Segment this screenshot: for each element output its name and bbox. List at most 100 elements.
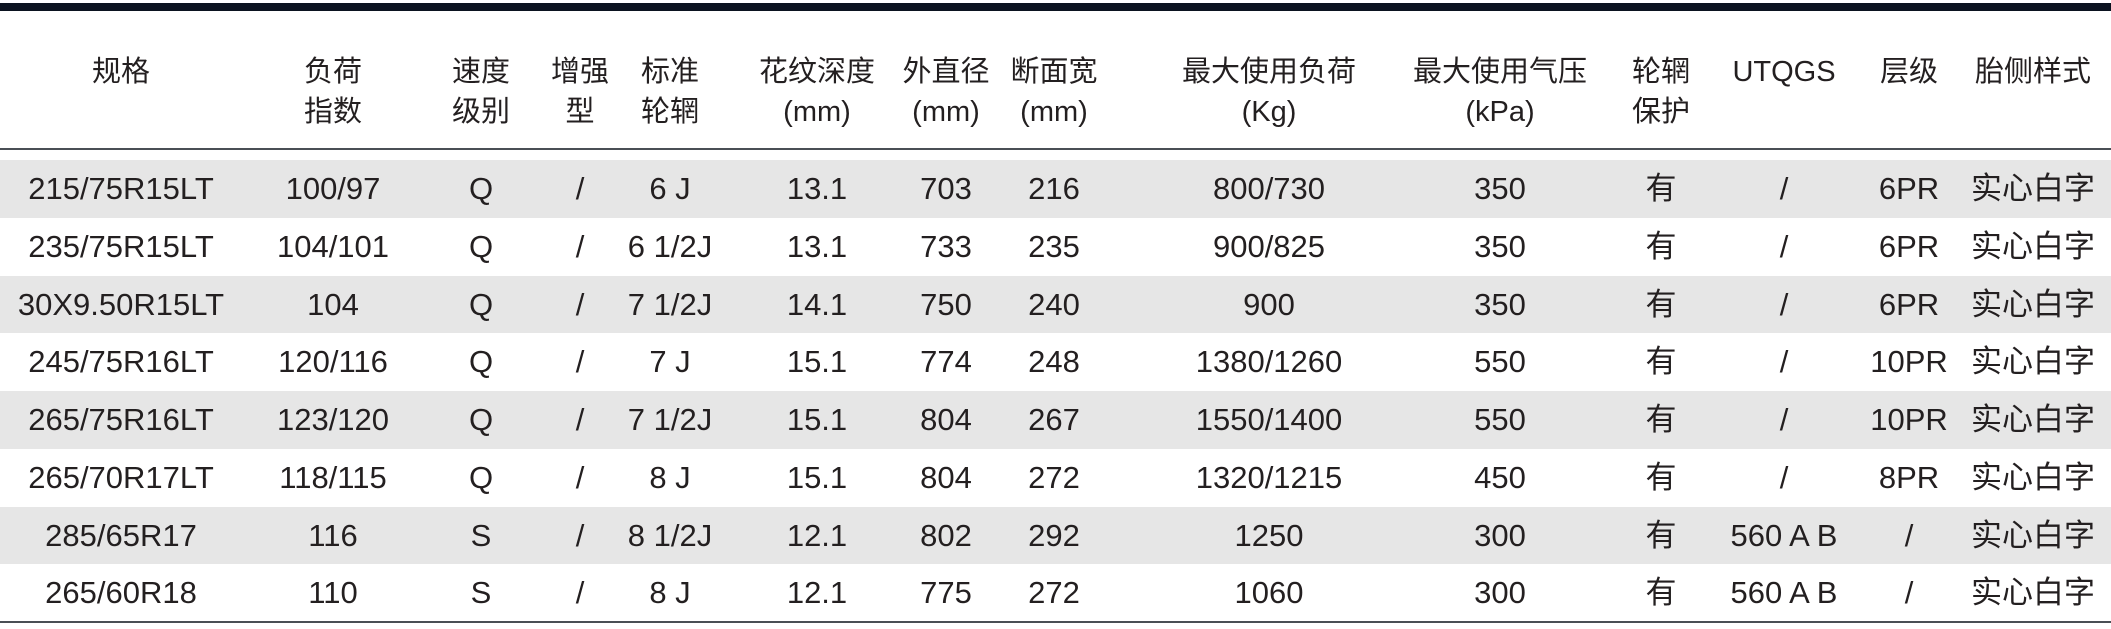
column-header-line2: (mm) — [783, 96, 851, 128]
table-cell: 900/825 — [1212, 228, 1326, 264]
table-cell: 100/97 — [285, 171, 381, 206]
table-cell: 1550/1400 — [1195, 402, 1343, 437]
table-cell: 265/75R16LT — [28, 402, 214, 437]
table-cell: 8 1/2J — [627, 517, 713, 553]
table-cell: 15.1 — [786, 459, 848, 495]
table-cell: 450 — [1474, 459, 1526, 495]
column-header-line1: 最大使用负荷 — [1181, 56, 1357, 88]
column-header: 标准 轮辋 — [641, 52, 699, 132]
table-cell: 13.1 — [786, 171, 848, 206]
table-cell: / — [575, 402, 585, 437]
table-cell: 775 — [920, 575, 972, 611]
column-header-line1: 轮辋 — [1631, 56, 1691, 88]
table-cell: 有 — [1645, 459, 1677, 495]
table-cell: 248 — [1028, 344, 1080, 380]
table-cell: 实心白字 — [1971, 575, 2095, 611]
table-cell: 8 J — [649, 575, 691, 611]
table-cell: 实心白字 — [1971, 228, 2095, 264]
column-header: 轮辋 保护 — [1632, 52, 1690, 132]
table-row: 30X9.50R15LT 104 Q / 7 1/2J 14.1 750 240 900 350 有… — [0, 275, 2111, 334]
table-cell: 900 — [1243, 286, 1295, 322]
table-cell: 8PR — [1878, 459, 1940, 495]
column-header-line2: (kPa) — [1465, 96, 1535, 128]
column-header-line2: (mm) — [1020, 96, 1088, 128]
table-cell: Q — [468, 228, 494, 264]
table-cell: 240 — [1028, 286, 1080, 322]
table-cell: 216 — [1028, 171, 1080, 206]
table-row: 235/75R15LT 104/101 Q / 6 1/2J 13.1 733 235 900/… — [0, 218, 2111, 276]
table-cell: 703 — [920, 171, 972, 206]
header-divider — [0, 148, 2111, 150]
table-cell: 15.1 — [786, 402, 848, 437]
table-cell: / — [1904, 517, 1914, 553]
table-cell: / — [1779, 228, 1789, 264]
table-cell: 215/75R15LT — [28, 171, 214, 206]
column-header-line2: 指数 — [303, 96, 363, 128]
table-cell: 12.1 — [786, 575, 848, 611]
table-cell: 6PR — [1878, 286, 1940, 322]
table-cell: 1060 — [1234, 575, 1304, 611]
table-cell: / — [575, 171, 585, 206]
table-cell: 265/70R17LT — [28, 459, 214, 495]
table-cell: S — [470, 517, 492, 553]
table-cell: 实心白字 — [1971, 344, 2095, 380]
table-row: 245/75R16LT 120/116 Q / 7 J 15.1 774 248 1380/12… — [0, 333, 2111, 391]
column-header-line1: 速度 — [451, 56, 511, 88]
table-cell: 110 — [308, 575, 358, 611]
table-row: 265/70R17LT 118/115 Q / 8 J 15.1 804 272 1320/12… — [0, 449, 2111, 507]
table-cell: 6PR — [1878, 228, 1940, 264]
table-cell: 7 1/2J — [627, 402, 713, 437]
column-header: 外直径 (mm) — [902, 52, 989, 132]
table-cell: 1320/1215 — [1195, 459, 1343, 495]
table-body: 215/75R15LT 100/97 Q / 6 J 13.1 703 216 800/730 3… — [0, 160, 2111, 622]
table-cell: 104 — [307, 286, 359, 322]
table-cell: 350 — [1474, 228, 1526, 264]
table-cell: / — [1779, 171, 1789, 206]
column-header: 层级 — [1880, 52, 1938, 92]
table-cell: / — [575, 344, 585, 380]
bottom-rule — [0, 621, 2111, 623]
table-cell: 350 — [1474, 286, 1526, 322]
table-cell: 272 — [1028, 575, 1080, 611]
table-cell: 7 1/2J — [627, 286, 713, 322]
table-cell: Q — [468, 171, 494, 206]
column-header: 规格 — [92, 52, 150, 92]
table-cell: 300 — [1474, 575, 1526, 611]
table-row: 265/60R18 110 S / 8 J 12.1 775 272 1060 300 有 560 A… — [0, 564, 2111, 622]
table-cell: 116 — [308, 517, 358, 553]
table-cell: 560 A B — [1730, 517, 1838, 553]
column-header-line1: 花纹深度 — [758, 56, 876, 88]
table-cell: 实心白字 — [1971, 402, 2095, 437]
table-cell: 750 — [920, 286, 972, 322]
column-header: 增强型 — [551, 52, 609, 132]
column-header-line2: 轮辋 — [640, 96, 700, 128]
table-cell: 285/65R17 — [45, 517, 197, 553]
table-cell: 6PR — [1878, 171, 1940, 206]
table-cell: / — [1779, 344, 1789, 380]
table-cell: 13.1 — [786, 228, 848, 264]
table-cell: 267 — [1028, 402, 1080, 437]
top-rule — [0, 3, 2111, 11]
table-cell: / — [1779, 286, 1789, 322]
column-header-line1: 规格 — [91, 56, 151, 88]
table-cell: 6 1/2J — [627, 228, 713, 264]
table-cell: Q — [468, 344, 494, 380]
table-cell: 12.1 — [786, 517, 848, 553]
column-header-line1: 外直径 — [902, 56, 990, 88]
table-cell: 有 — [1645, 575, 1677, 611]
table-cell: 有 — [1645, 171, 1677, 206]
table-cell: 10PR — [1870, 402, 1948, 437]
column-header: 花纹深度 (mm) — [759, 52, 875, 132]
table-cell: 104/101 — [276, 228, 390, 264]
table-cell: 300 — [1474, 517, 1526, 553]
table-row: 285/65R17 116 S / 8 1/2J 12.1 802 292 1250 300 有 56… — [0, 506, 2111, 565]
table-cell: 800/730 — [1212, 171, 1326, 206]
column-header-line2: 级别 — [451, 96, 511, 128]
column-header-line2: 保护 — [1631, 96, 1691, 128]
table-cell: 123/120 — [276, 402, 390, 437]
table-cell: 30X9.50R15LT — [17, 286, 225, 322]
column-header: 负荷 指数 — [304, 52, 362, 132]
table-row: 215/75R15LT 100/97 Q / 6 J 13.1 703 216 800/730 3… — [0, 160, 2111, 218]
table-cell: 804 — [920, 402, 972, 437]
column-header-line2: (Kg) — [1241, 96, 1297, 128]
